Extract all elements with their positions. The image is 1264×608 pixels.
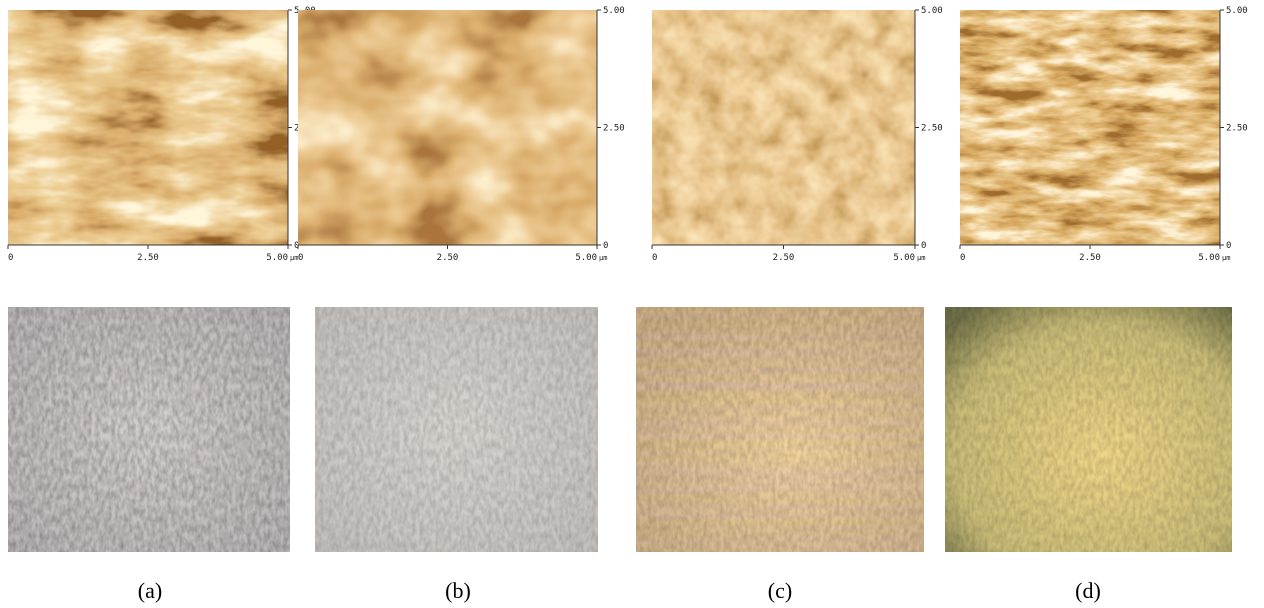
optical-texture <box>945 307 1232 552</box>
x-tick-label: 5.00 <box>266 253 288 263</box>
afm-image <box>298 10 597 245</box>
x-tick-label: 2.50 <box>1079 253 1101 263</box>
figure: 02.505.00μm5.002.50002.505.00μm5.002.500… <box>0 0 1264 608</box>
y-tick-label: 0 <box>603 241 608 251</box>
y-tick-label: 0 <box>1226 241 1231 251</box>
x-unit: μm <box>599 254 607 262</box>
y-tick-label: 5.00 <box>921 6 943 16</box>
y-tick-label: 5.00 <box>1226 6 1248 16</box>
y-tick-label: 2.50 <box>1226 124 1248 134</box>
panel-caption: (b) <box>445 578 471 603</box>
x-tick-label: 0 <box>298 253 303 263</box>
x-unit: μm <box>917 254 925 262</box>
x-tick-label: 0 <box>960 253 965 263</box>
x-tick-label: 0 <box>652 253 657 263</box>
x-tick-label: 5.00 <box>1198 253 1220 263</box>
y-tick-label: 0 <box>921 241 926 251</box>
optical-texture <box>636 307 924 552</box>
optical-texture <box>8 307 290 552</box>
panel-caption: (d) <box>1075 578 1101 603</box>
x-tick-label: 2.50 <box>137 253 159 263</box>
y-tick-label: 5.00 <box>603 6 625 16</box>
afm-image <box>960 10 1220 245</box>
panel-caption: (a) <box>138 578 162 603</box>
y-tick-label: 2.50 <box>603 124 625 134</box>
afm-image <box>8 10 288 245</box>
y-tick-label: 2.50 <box>921 124 943 134</box>
x-tick-label: 2.50 <box>437 253 459 263</box>
panel-caption: (c) <box>768 578 792 603</box>
x-tick-label: 5.00 <box>575 253 597 263</box>
afm-image <box>652 10 915 245</box>
optical-texture <box>315 307 598 552</box>
x-unit: μm <box>1222 254 1230 262</box>
x-tick-label: 0 <box>8 253 13 263</box>
x-tick-label: 2.50 <box>773 253 795 263</box>
x-tick-label: 5.00 <box>893 253 915 263</box>
